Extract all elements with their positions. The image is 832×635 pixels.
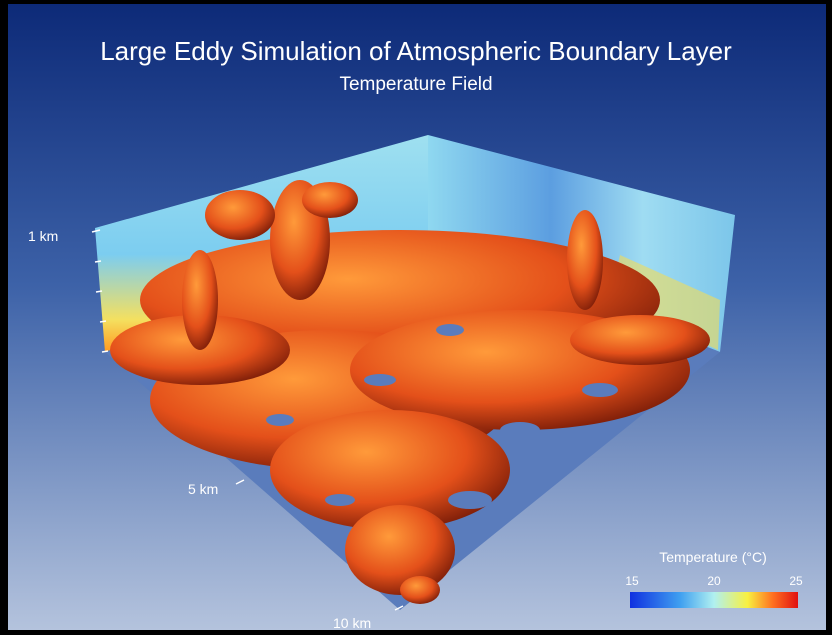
colorbar-title: Temperature (°C) bbox=[659, 549, 767, 565]
colorbar-tick-label: 15 bbox=[625, 574, 639, 588]
axis-label: 10 km bbox=[333, 615, 371, 631]
visualization: Large Eddy Simulation of Atmospheric Bou… bbox=[0, 0, 832, 635]
colorbar-tick-label: 20 bbox=[707, 574, 721, 588]
colorbar-tick-label: 25 bbox=[789, 574, 803, 588]
subtitle: Temperature Field bbox=[339, 74, 492, 95]
axis-label: 5 km bbox=[188, 481, 218, 497]
page: Large Eddy Simulation of Atmospheric Bou… bbox=[0, 0, 832, 635]
axis-label: 1 km bbox=[28, 228, 58, 244]
title: Large Eddy Simulation of Atmospheric Bou… bbox=[100, 36, 732, 66]
colorbar bbox=[630, 592, 798, 608]
